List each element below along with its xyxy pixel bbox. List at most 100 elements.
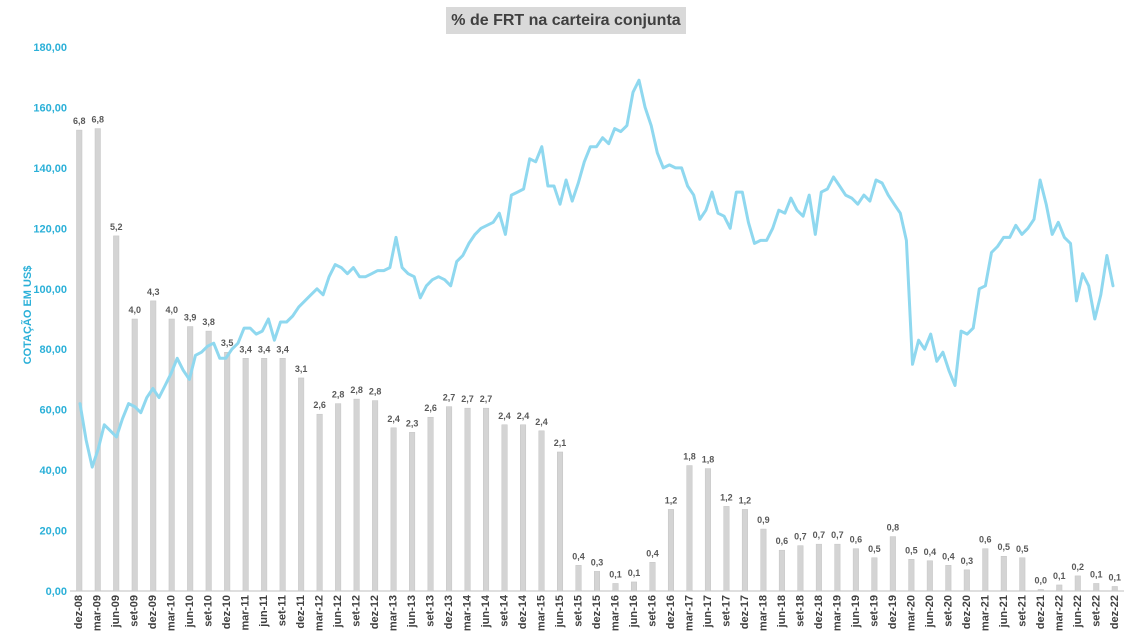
y-tick-label: 100,00 [33,284,67,296]
bar-value-label: 6,8 [91,115,104,125]
bar [1111,586,1118,592]
x-tick-label: set-18 [794,595,806,627]
bar-value-label: 2,1 [554,438,567,448]
bar [279,358,286,592]
bar-value-label: 2,7 [480,394,493,404]
bar [335,403,342,592]
bar-series [76,128,1118,592]
bar [224,351,231,592]
bar [113,235,120,592]
x-tick-label: dez-20 [961,595,973,629]
x-tick-label: set-17 [720,595,732,627]
x-tick-label: set-20 [942,595,954,627]
bar-value-label: 0,4 [924,547,937,557]
x-tick-label: jun-09 [110,595,122,628]
bar-value-label: 0,6 [776,536,789,546]
bar [871,557,878,592]
bar-value-label: 0,8 [887,523,900,533]
x-tick-label: dez-21 [1035,595,1047,629]
bar-value-label: 2,4 [387,414,400,424]
y-tick-label: 40,00 [39,465,67,477]
x-tick-label: mar-11 [240,595,252,630]
x-tick-label: mar-15 [536,595,548,631]
bar-value-label: 0,1 [1053,571,1066,581]
bar [76,129,83,592]
x-tick-label: set-22 [1090,595,1102,627]
bar [852,548,859,592]
bar-value-label: 3,5 [221,338,234,348]
bar [575,565,582,592]
bar-value-label: 4,0 [165,305,178,315]
bar-value-label: 3,1 [295,364,308,374]
bar-value-label: 1,8 [702,455,715,465]
bar [242,358,249,592]
bar [538,430,545,592]
bar-value-label: 2,8 [332,390,345,400]
bar-value-label: 1,2 [720,492,733,502]
chart-title: % de FRT na carteira conjunta [451,12,681,29]
y-axis-ticks: 0,00 20,00 40,00 60,00 80,00 100,00 120,00 140,… [33,42,67,598]
y-tick-label: 60,00 [39,405,67,417]
x-tick-label: set-16 [646,595,658,627]
x-tick-label: mar-14 [462,594,474,631]
x-tick-label: set-15 [573,595,585,627]
x-tick-label: mar-21 [979,595,991,631]
x-tick-label: set-11 [277,595,289,626]
x-tick-label: jun-21 [998,595,1010,628]
bar-value-label: 0,6 [850,535,863,545]
x-tick-label: mar-09 [92,595,104,631]
x-tick-label: dez-16 [665,595,677,629]
x-tick-label: jun-15 [554,595,566,628]
x-tick-label: set-12 [351,595,363,627]
bar-value-label: 2,7 [461,394,474,404]
bar [483,407,490,592]
bar [464,407,471,592]
bar-value-label: 0,7 [831,530,844,540]
x-tick-label: mar-13 [388,595,400,631]
bar [557,451,564,592]
bar-value-label: 2,3 [406,418,419,428]
bar [261,358,268,592]
bar-value-label: 0,1 [1108,572,1121,582]
bar [298,377,305,592]
bar [926,560,933,592]
bar [446,406,453,592]
bar [945,565,952,592]
bar [797,545,804,592]
x-tick-label: jun-11 [258,595,270,628]
bar-value-label: 2,4 [498,411,511,421]
x-tick-label: set-10 [203,595,215,627]
bar [168,318,175,592]
y-tick-label: 140,00 [33,163,67,175]
x-tick-label: dez-18 [813,595,825,629]
bar-value-label: 0,2 [1072,562,1085,572]
bar [982,548,989,592]
x-tick-label: mar-20 [905,595,917,631]
x-tick-label: jun-10 [184,595,196,628]
bar-value-label: 0,5 [905,545,918,555]
bar-value-label: 3,4 [239,344,252,354]
bar-value-label: 6,8 [73,116,86,126]
bar-value-label: 3,4 [276,344,289,354]
bar-value-label: 2,8 [369,387,382,397]
x-tick-label: set-14 [499,594,511,627]
x-tick-label: mar-12 [314,595,326,631]
bar-value-label: 0,3 [961,556,974,566]
bar [963,569,970,592]
x-tick-label: jun-12 [332,595,344,628]
y-tick-label: 80,00 [39,344,67,356]
x-tick-label: dez-19 [887,595,899,629]
bar-value-label: 0,4 [572,551,585,561]
x-tick-label: jun-17 [702,595,714,628]
bar-value-label: 0,5 [1016,544,1029,554]
x-tick-label: jun-13 [406,595,418,628]
bar [649,562,656,592]
bar-value-label: 5,2 [110,222,123,232]
bar-value-label: 0,1 [609,569,622,579]
bar-value-label: 4,3 [147,287,160,297]
x-tick-label: set-19 [868,595,880,627]
bar-value-label: 0,7 [794,532,807,542]
x-tick-label: mar-18 [757,595,769,631]
bar [131,318,138,592]
